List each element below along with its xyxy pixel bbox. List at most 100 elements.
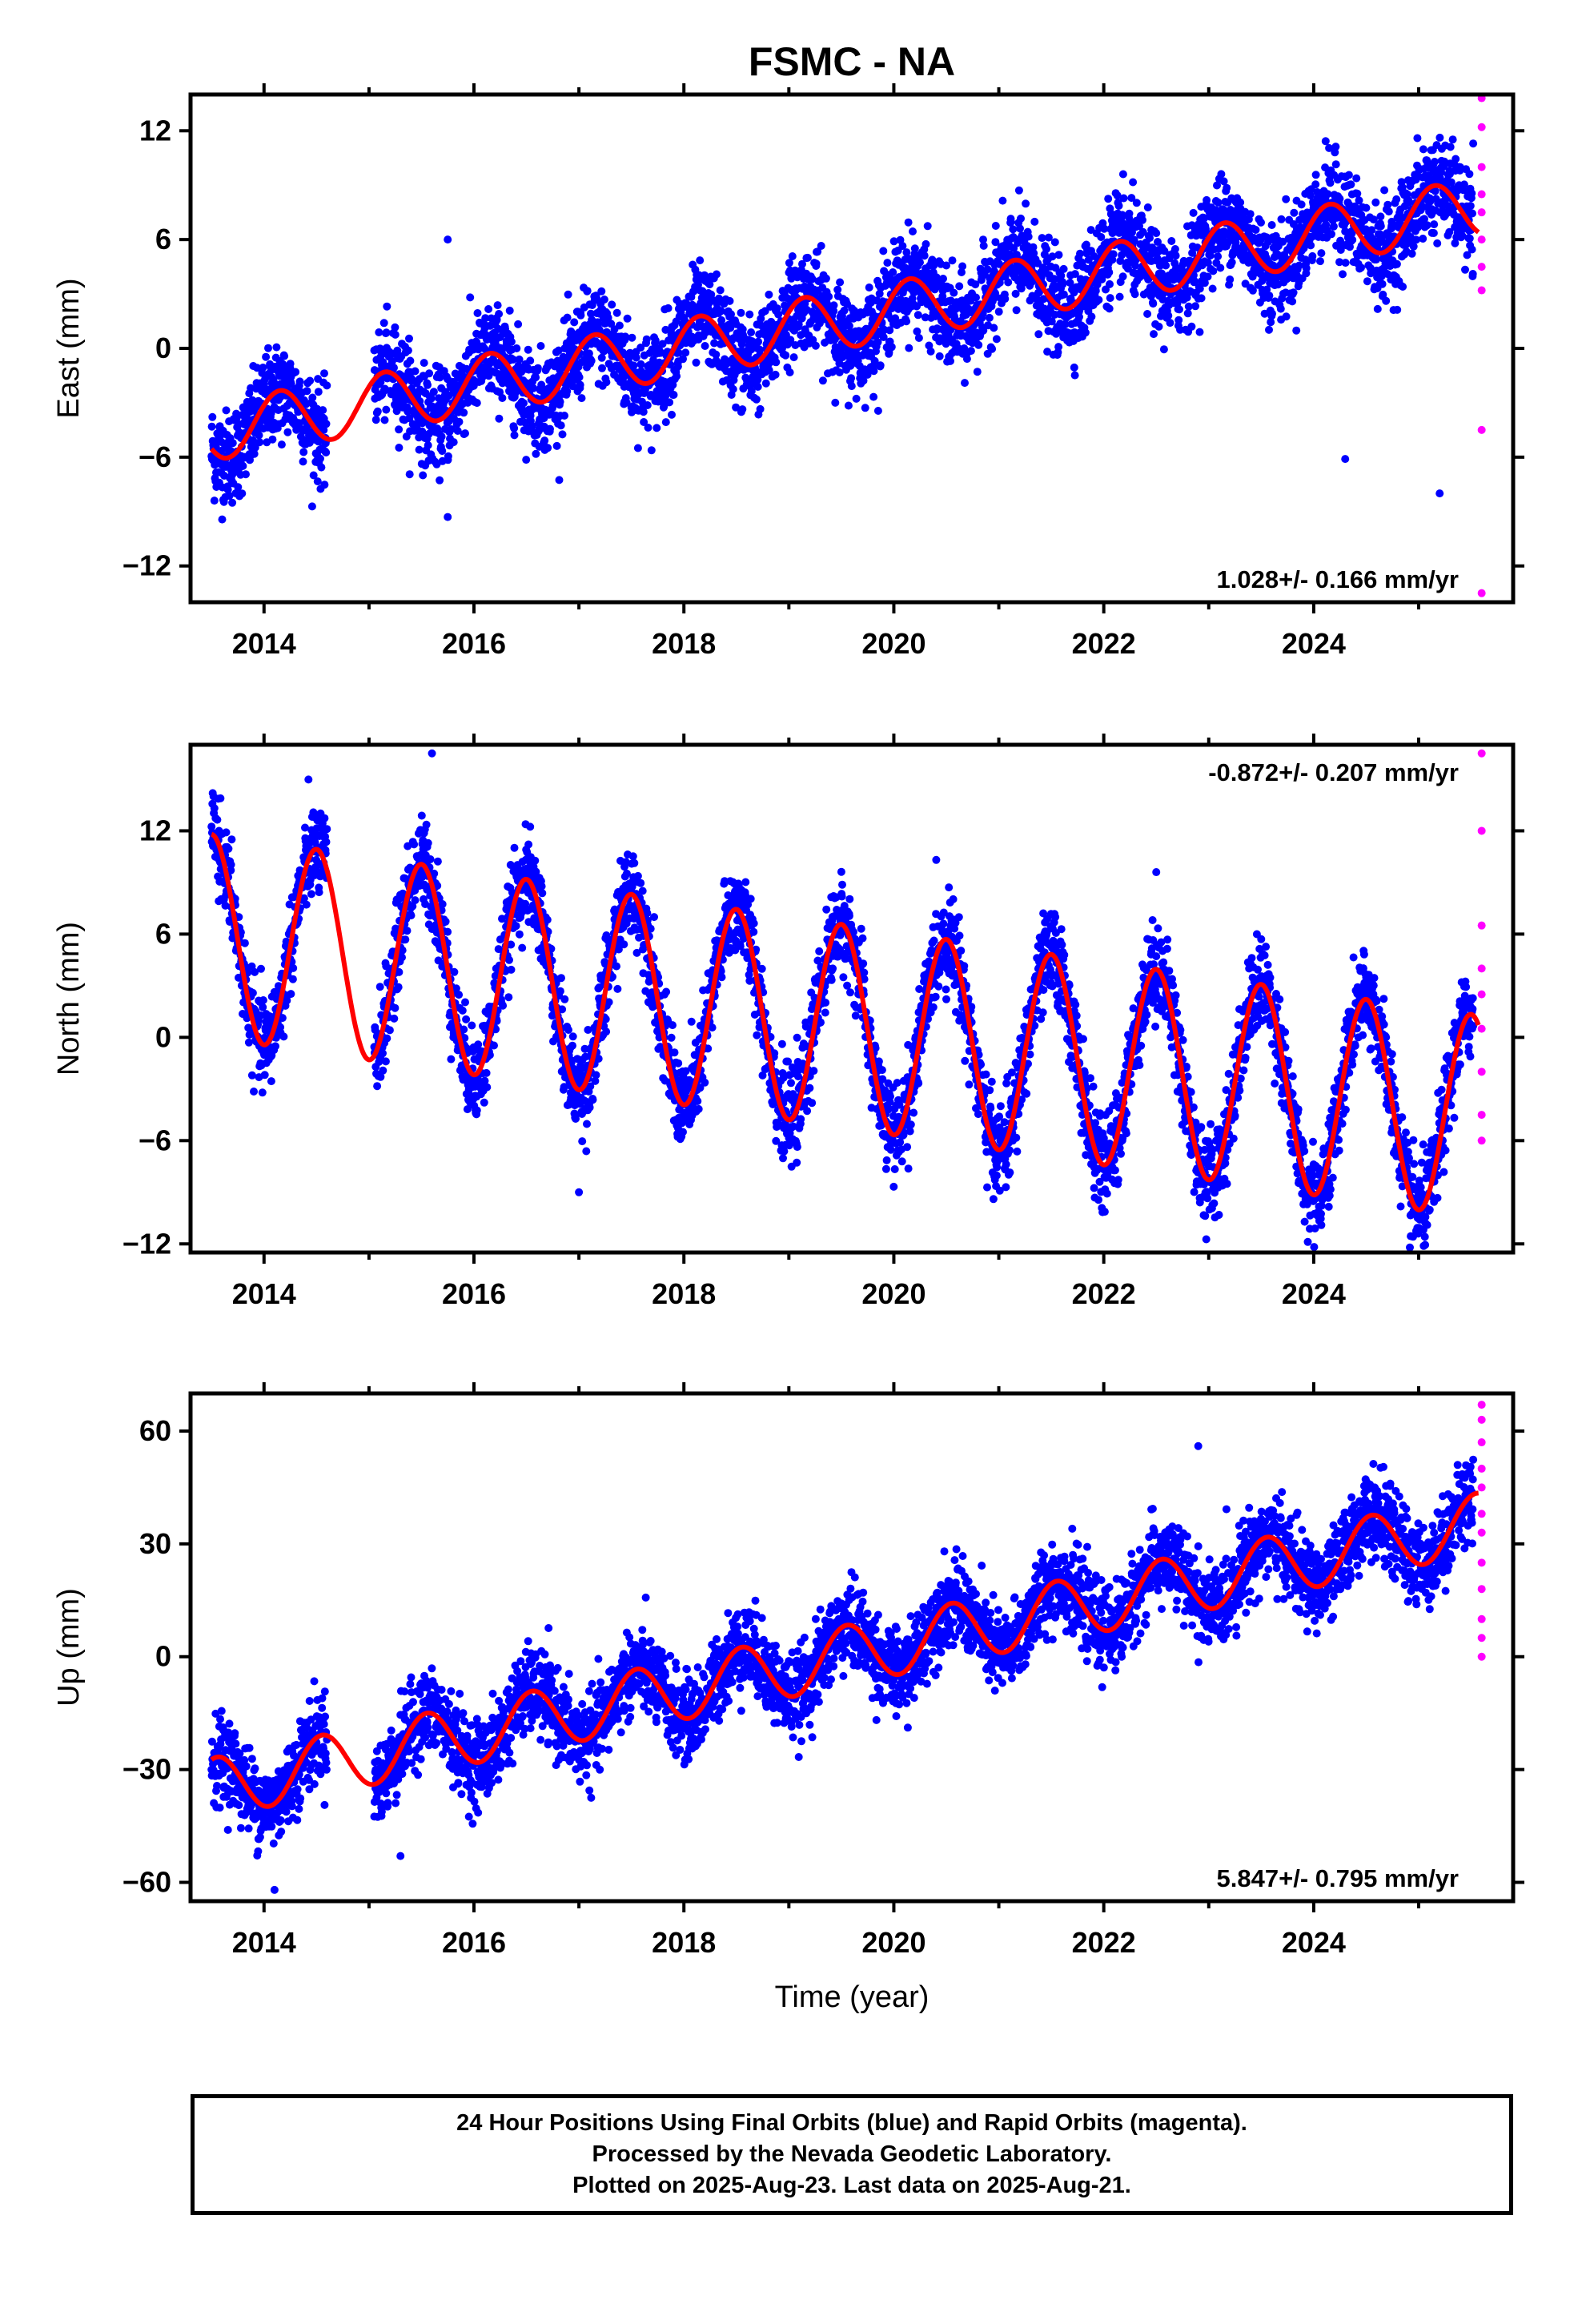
data-point [1257,218,1265,227]
data-point [259,996,267,1004]
data-point [921,239,930,248]
data-point [772,358,781,367]
data-point [436,373,444,382]
data-point [752,395,761,404]
data-point [1208,284,1217,293]
data-point [405,470,414,479]
data-point [785,259,793,267]
data-point [208,412,217,421]
data-point [575,373,584,381]
data-point [1148,243,1157,252]
data-point [533,364,542,372]
data-point [1307,241,1315,250]
data-point [1306,191,1315,200]
data-point [948,256,957,265]
y-tick-label: 6 [155,223,171,255]
data-point [1014,186,1023,195]
data-point [322,420,331,428]
data-point [921,313,930,322]
data-point [304,775,313,784]
data-point [380,416,389,424]
data-point [923,222,932,231]
data-point [1153,254,1162,263]
data-point [869,367,878,376]
data-point [255,438,264,447]
data-point [1127,194,1136,203]
data-point [1191,302,1200,311]
data-point [651,336,660,344]
data-point [679,355,687,364]
data-point [732,403,741,412]
data-point [1468,189,1476,198]
data-point [373,1082,382,1091]
data-point [426,855,435,863]
data-point [1431,187,1439,195]
data-point [250,1088,258,1096]
data-point [836,278,845,287]
data-point [279,1032,288,1041]
data-point [1070,270,1079,279]
data-point [323,825,331,834]
data-point [658,340,667,348]
data-point [1184,302,1193,311]
data-point [891,314,900,323]
data-point [1070,363,1078,372]
data-point [972,293,980,302]
data-point [939,275,947,283]
data-point [283,428,292,436]
data-point [558,430,567,439]
data-point [1446,143,1455,151]
data-point [1297,200,1306,209]
data-point [1251,226,1260,234]
data-point [1282,312,1291,321]
data-point [1460,180,1468,189]
data-point [429,388,438,396]
data-point [1038,234,1046,243]
data-point [979,235,987,244]
data-point [904,218,913,227]
data-point [228,439,237,448]
data-point [1012,306,1021,315]
data-point [1426,197,1435,206]
data-point [1327,230,1335,239]
data-point [1435,133,1444,142]
data-point [633,444,642,452]
data-point [1302,263,1311,272]
x-tick-label: 2022 [1072,627,1136,660]
data-point [829,301,838,310]
data-point [306,376,315,385]
data-point [1203,259,1212,267]
data-point [493,301,502,310]
data-point [510,424,519,432]
data-point [1392,259,1401,268]
data-point [1098,275,1106,283]
data-point [692,358,701,367]
y-tick-label: −6 [139,440,171,473]
data-point [647,446,656,455]
data-point [1125,209,1134,218]
data-point [639,408,648,416]
data-point [1118,211,1126,219]
data-point [427,394,436,403]
data-point [669,391,678,399]
data-point [240,939,249,947]
data-point [870,356,879,365]
data-point [228,498,237,507]
data-point [979,326,988,335]
data-point [1029,243,1038,251]
data-point [1118,170,1127,179]
data-point [753,376,762,384]
data-point [1447,178,1456,187]
data-point [1195,328,1204,336]
data-point [322,448,331,456]
x-tick-label: 2024 [1282,627,1346,660]
data-point [887,343,896,352]
rapid-point [1477,208,1486,217]
data-point [597,287,606,296]
data-point [514,320,523,328]
data-point [1050,238,1059,247]
data-point [1044,233,1053,242]
data-point [303,387,311,396]
data-point [1329,222,1338,231]
